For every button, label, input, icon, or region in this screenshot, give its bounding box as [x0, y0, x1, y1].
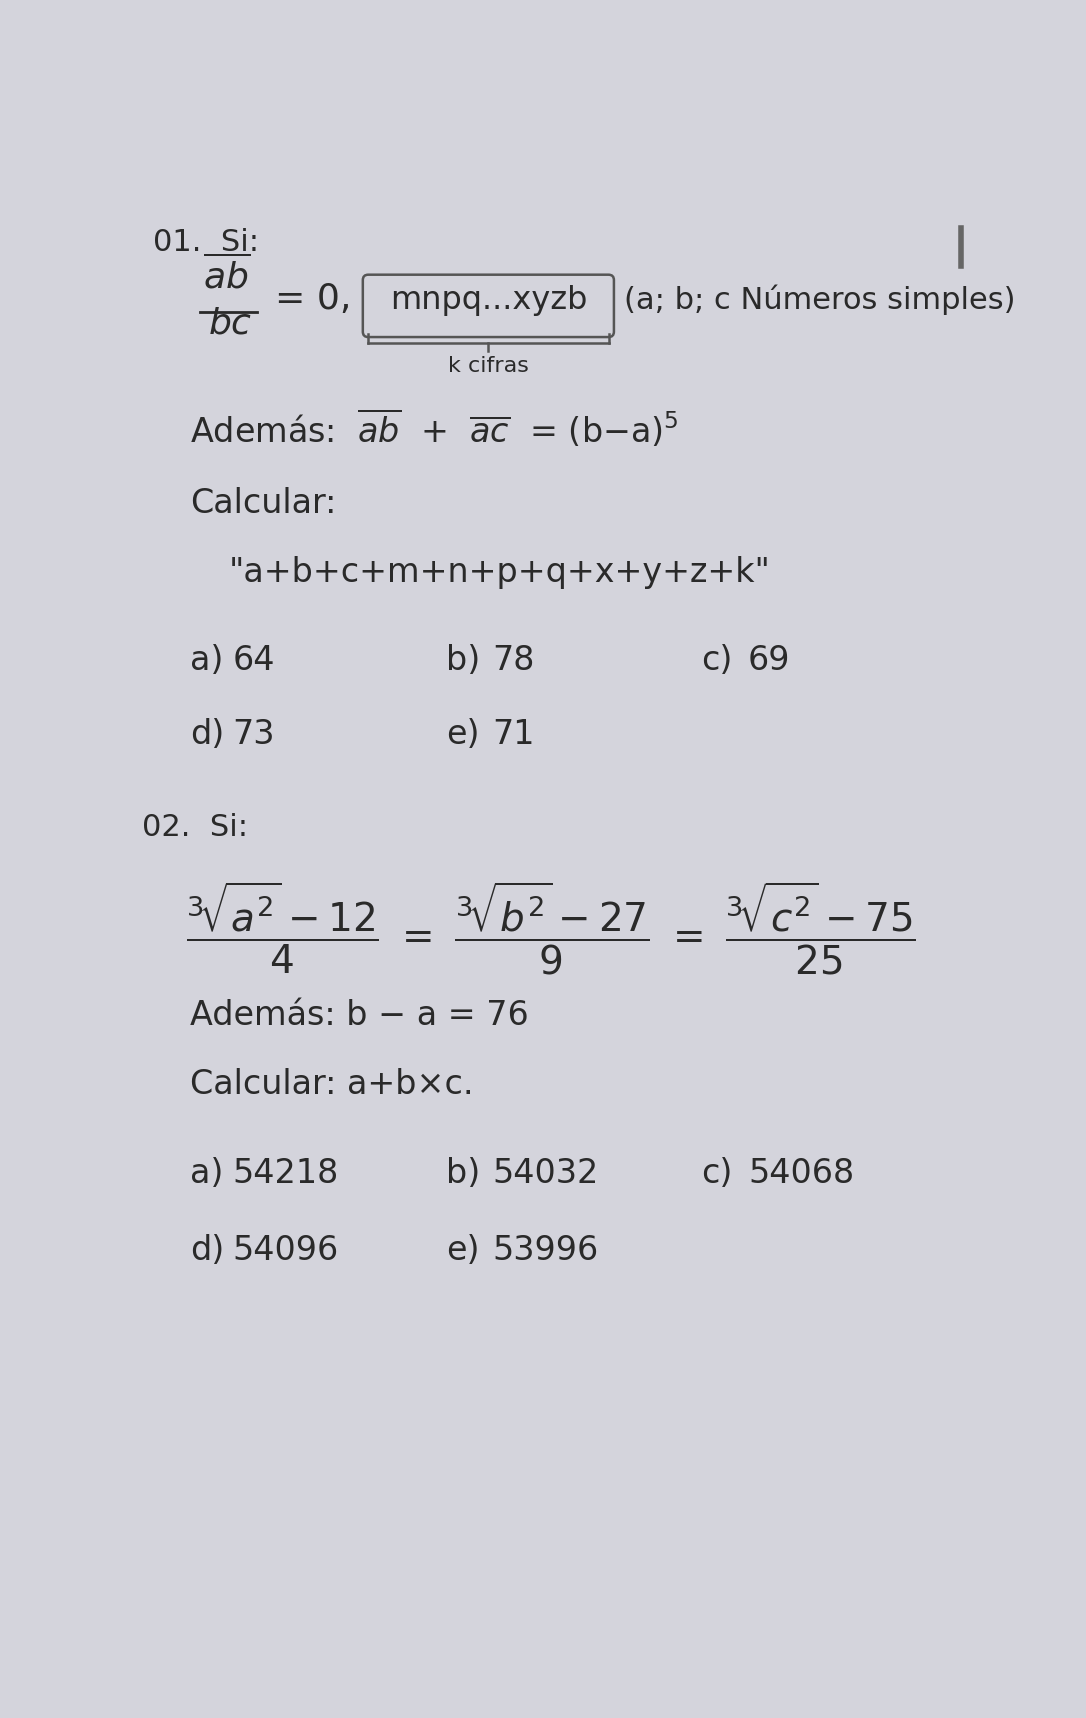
Text: 54068: 54068	[748, 1156, 854, 1189]
Text: 71: 71	[492, 718, 534, 751]
Text: = 0,: = 0,	[275, 282, 352, 316]
Text: Calcular:: Calcular:	[190, 486, 337, 519]
Text: Además:  $\overline{ab}$  +  $\overline{ac}$  = (b$-$a)$^5$: Además: $\overline{ab}$ + $\overline{ac}…	[190, 409, 679, 450]
Text: 69: 69	[748, 644, 791, 677]
Text: c): c)	[702, 644, 733, 677]
Text: e): e)	[445, 1234, 479, 1266]
Text: Calcular: a+b×c.: Calcular: a+b×c.	[190, 1069, 473, 1101]
Text: 54218: 54218	[232, 1156, 339, 1189]
Text: 73: 73	[232, 718, 275, 751]
Text: c): c)	[702, 1156, 733, 1189]
Text: Además: b − a = 76: Además: b − a = 76	[190, 998, 529, 1033]
Text: a): a)	[190, 1156, 224, 1189]
Text: $bc$: $bc$	[207, 308, 252, 340]
Text: $\dfrac{^3\!\sqrt{a^2}-12}{4}\ =\ \dfrac{^3\!\sqrt{b^2}-27}{9}\ =\ \dfrac{^3\!\s: $\dfrac{^3\!\sqrt{a^2}-12}{4}\ =\ \dfrac…	[186, 880, 915, 978]
Text: k cifras: k cifras	[447, 356, 529, 376]
Text: mnpq...xyzb: mnpq...xyzb	[390, 285, 588, 316]
Text: 54032: 54032	[492, 1156, 598, 1189]
Text: 54096: 54096	[232, 1234, 339, 1266]
Text: 01.  Si:: 01. Si:	[153, 228, 258, 256]
Text: d): d)	[190, 1234, 224, 1266]
Text: b): b)	[445, 644, 480, 677]
Text: e): e)	[445, 718, 479, 751]
Text: 02.  Si:: 02. Si:	[142, 813, 248, 842]
Text: (a; b; c Números simples): (a; b; c Números simples)	[624, 283, 1015, 314]
Text: 53996: 53996	[492, 1234, 598, 1266]
Text: 64: 64	[232, 644, 275, 677]
Text: d): d)	[190, 718, 224, 751]
Text: 78: 78	[492, 644, 534, 677]
Text: $\overline{ab}$: $\overline{ab}$	[203, 254, 250, 295]
Text: b): b)	[445, 1156, 480, 1189]
Text: "a+b+c+m+n+p+q+x+y+z+k": "a+b+c+m+n+p+q+x+y+z+k"	[229, 557, 771, 589]
Text: a): a)	[190, 644, 224, 677]
